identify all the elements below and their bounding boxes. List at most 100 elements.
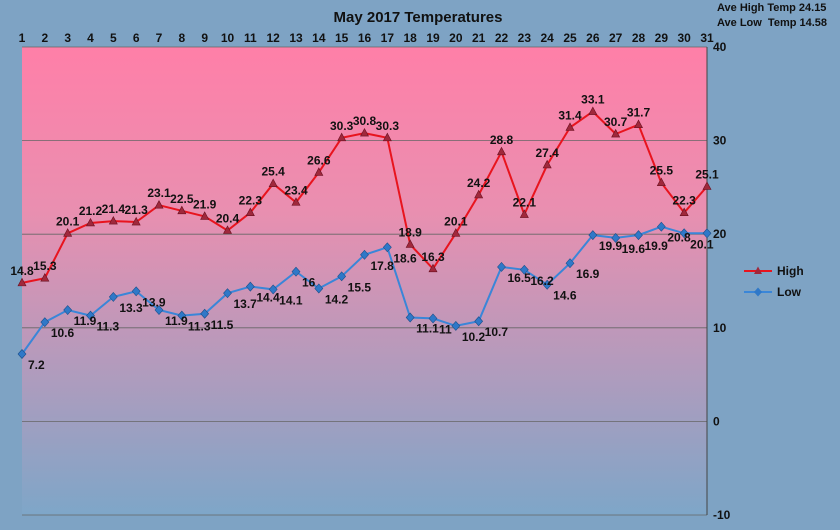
- high-data-label: 33.1: [581, 93, 605, 107]
- low-point: [200, 308, 210, 319]
- high-data-label: 20.1: [56, 214, 80, 228]
- high-data-label: 15.3: [33, 259, 57, 273]
- high-point: [337, 132, 347, 142]
- low-point: [679, 228, 689, 239]
- high-legend-marker: [754, 266, 762, 274]
- x-tick-label: 5: [110, 31, 117, 45]
- low-data-label: 14.4: [256, 291, 280, 305]
- high-point: [634, 119, 643, 128]
- high-point: [314, 167, 324, 176]
- low-data-label: 16.5: [508, 271, 532, 285]
- series-layer: [17, 106, 712, 359]
- low-data-label: 18.6: [393, 251, 417, 265]
- low-data-label: 14.1: [279, 293, 303, 307]
- high-data-label: 25.4: [261, 165, 285, 179]
- high-point: [223, 225, 232, 234]
- x-tick-label: 6: [133, 31, 140, 45]
- low-point: [245, 281, 255, 292]
- y-tick-label: 0: [713, 414, 720, 428]
- high-point: [656, 177, 666, 187]
- high-point: [17, 277, 27, 287]
- low-point: [588, 230, 598, 241]
- low-data-label: 11.3: [97, 320, 120, 334]
- low-data-label: 11.9: [74, 314, 97, 328]
- low-point: [542, 279, 552, 290]
- high-point: [497, 146, 506, 156]
- annotations: Ave High Temp 24.15 Ave Low Temp 14.58: [717, 2, 827, 29]
- y-tick-labels: -10 0 10 20 30 40: [713, 40, 731, 522]
- x-tick-label: 2: [41, 31, 48, 45]
- high-point: [428, 263, 438, 273]
- x-tick-label: 26: [586, 31, 600, 45]
- x-tick-label: 30: [677, 31, 691, 45]
- x-tick-label: 7: [156, 31, 163, 45]
- low-point: [291, 266, 301, 277]
- high-point: [268, 178, 278, 187]
- high-point: [451, 228, 461, 237]
- high-data-label: 23.1: [147, 186, 171, 200]
- low-data-label: 10.2: [462, 330, 486, 344]
- x-tick-label: 29: [655, 31, 669, 45]
- low-point: [405, 312, 415, 323]
- low-point: [86, 310, 95, 321]
- high-data-label: 25.5: [650, 164, 674, 178]
- high-data-label: 21.9: [193, 197, 217, 211]
- x-tick-label: 23: [518, 31, 532, 45]
- low-data-label: 20.8: [667, 231, 691, 245]
- x-tick-label: 25: [563, 31, 577, 45]
- data-labels: 14.8 15.320.121.2 21.4 21.323.1 22.5 21.920.4…: [10, 93, 719, 372]
- low-data-label: 14.6: [553, 289, 577, 303]
- high-data-label: 26.6: [307, 153, 331, 167]
- low-data-label: 16.2: [530, 274, 554, 288]
- high-point: [382, 132, 392, 142]
- x-tick-label: 22: [495, 31, 509, 45]
- low-point: [702, 228, 712, 239]
- low-point: [63, 305, 73, 315]
- x-tick-label: 4: [87, 31, 94, 45]
- y-tick-label: 40: [713, 40, 727, 54]
- low-point: [223, 288, 232, 299]
- low-legend-label: Low: [777, 285, 802, 299]
- high-data-label: 31.4: [558, 108, 582, 122]
- gridlines: [22, 46, 707, 516]
- low-point: [17, 349, 27, 359]
- low-data-label: 10.6: [51, 326, 75, 340]
- high-point: [474, 189, 484, 199]
- high-data-label: 22.3: [239, 194, 263, 208]
- x-tick-label: 21: [472, 31, 486, 45]
- low-data-label: 7.2: [28, 358, 45, 372]
- high-data-label: 21.3: [124, 203, 148, 217]
- high-data-label: 27.4: [535, 146, 559, 160]
- low-point: [154, 305, 164, 315]
- x-tick-label: 9: [201, 31, 208, 45]
- low-legend-marker: [754, 287, 762, 297]
- low-data-label: 11.1: [416, 322, 439, 336]
- y-tick-label: 10: [713, 321, 727, 335]
- high-point: [200, 211, 210, 220]
- plot-area: [22, 47, 707, 515]
- high-point: [542, 159, 552, 169]
- high-point: [405, 239, 415, 248]
- high-data-label: 28.8: [490, 133, 514, 147]
- low-data-label: 15.5: [348, 280, 372, 294]
- x-tick-label: 24: [540, 31, 554, 45]
- high-data-label: 18.9: [398, 225, 422, 239]
- high-point: [131, 216, 141, 226]
- x-tick-label: 10: [221, 31, 235, 45]
- low-data-label: 16.9: [576, 267, 600, 281]
- low-point: [519, 264, 529, 275]
- high-legend-label: High: [777, 264, 804, 278]
- high-data-label: 21.4: [102, 202, 126, 216]
- low-point: [497, 262, 506, 272]
- low-data-label: 14.2: [325, 292, 349, 306]
- high-data-label: 30.7: [604, 115, 628, 129]
- high-data-label: 30.8: [353, 114, 377, 128]
- high-point: [291, 197, 301, 206]
- low-point: [337, 271, 347, 282]
- low-point: [382, 242, 392, 253]
- low-data-label: 13.3: [119, 301, 143, 315]
- x-tick-labels: 1 2 3 4 5 6 7 8 9 10 11 12 13 14 15 16 17 18 19 20 21 22 23 24 2…: [19, 31, 714, 45]
- ave-low-annotation: Ave Low Temp 14.58: [717, 17, 827, 29]
- high-data-label: 16.3: [421, 250, 445, 264]
